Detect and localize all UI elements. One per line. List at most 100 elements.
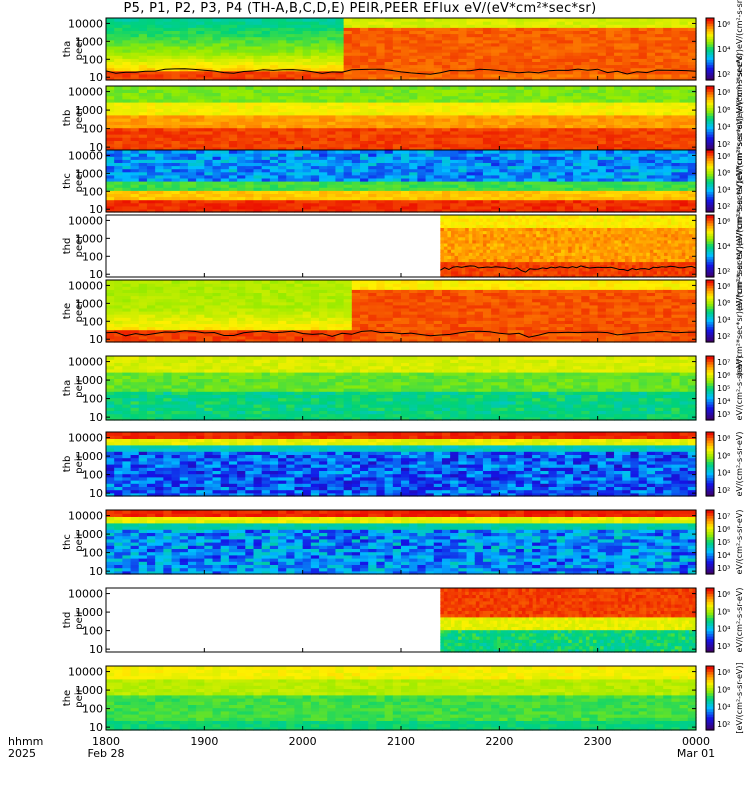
heatmap-cell <box>327 102 337 106</box>
heatmap-cell <box>220 92 230 97</box>
heatmap-cell <box>196 111 205 116</box>
heatmap-cell <box>302 108 312 113</box>
heatmap-cell <box>532 102 541 106</box>
heatmap-cell <box>622 105 632 109</box>
heatmap-cell <box>515 52 525 56</box>
heatmap-cell <box>155 64 164 69</box>
heatmap-cell <box>302 102 312 106</box>
heatmap-cell <box>482 18 492 22</box>
heatmap-cell <box>433 118 443 122</box>
heatmap-cell <box>253 36 263 41</box>
heatmap-cell <box>564 108 574 113</box>
heatmap-cell <box>286 24 296 28</box>
heatmap-cell <box>146 52 156 56</box>
heatmap-cell <box>425 52 435 56</box>
heatmap-cell <box>343 33 353 38</box>
heatmap-cell <box>286 124 296 129</box>
heatmap-cell <box>228 64 238 69</box>
heatmap-cell <box>663 55 673 59</box>
heatmap-cell <box>614 102 623 106</box>
heatmap-cell <box>532 127 541 132</box>
heatmap-cell <box>622 134 632 138</box>
heatmap-cell <box>548 121 558 125</box>
heatmap-cell <box>360 73 369 78</box>
heatmap-cell <box>130 137 140 141</box>
heatmap-cell <box>482 61 492 66</box>
heatmap-cell <box>597 130 607 135</box>
heatmap-cell <box>106 45 115 50</box>
heatmap-cell <box>622 33 632 38</box>
heatmap-cell <box>228 92 238 97</box>
heatmap-cell <box>548 61 558 66</box>
heatmap-cell <box>163 114 173 119</box>
heatmap-cell <box>384 124 394 129</box>
heatmap-cell <box>679 24 689 28</box>
heatmap-cell <box>458 76 468 81</box>
heatmap-cell <box>581 21 591 25</box>
heatmap-cell <box>245 49 255 53</box>
heatmap-cell <box>204 70 214 75</box>
heatmap-cell <box>196 70 205 75</box>
heatmap-cell <box>515 45 525 50</box>
heatmap-cell <box>556 64 566 69</box>
heatmap-cell <box>564 18 574 22</box>
heatmap-cell <box>581 58 591 62</box>
heatmap-cell <box>278 27 287 31</box>
heatmap-cell <box>368 143 378 148</box>
heatmap-cell <box>179 58 189 62</box>
heatmap-cell <box>360 64 369 69</box>
heatmap-cell <box>556 95 566 100</box>
heatmap-cell <box>589 58 599 62</box>
heatmap-cell <box>220 52 230 56</box>
heatmap-cell <box>564 114 574 119</box>
heatmap-cell <box>269 76 279 81</box>
heatmap-cell <box>646 150 656 154</box>
heatmap-cell <box>581 76 591 81</box>
heatmap-cell <box>589 42 599 47</box>
heatmap-cell <box>458 114 468 119</box>
heatmap-cell <box>253 146 263 151</box>
heatmap-cell <box>351 92 361 97</box>
heatmap-cell <box>310 102 320 106</box>
heatmap-cell <box>302 118 312 122</box>
heatmap-cell <box>392 55 402 59</box>
heatmap-cell <box>228 30 238 35</box>
heatmap-cell <box>638 39 648 44</box>
heatmap-cell <box>384 137 394 141</box>
heatmap-cell <box>351 150 361 154</box>
colorbar-segment <box>706 28 714 32</box>
heatmap-cell <box>441 118 451 122</box>
heatmap-cell <box>507 111 517 116</box>
heatmap-cell <box>466 18 476 22</box>
heatmap-cell <box>384 64 394 69</box>
heatmap-cell <box>106 86 115 90</box>
heatmap-cell <box>376 73 386 78</box>
heatmap-cell <box>237 55 246 59</box>
heatmap-cell <box>368 130 378 135</box>
heatmap-cell <box>597 58 607 62</box>
heatmap-cell <box>360 86 369 90</box>
heatmap-cell <box>310 95 320 100</box>
heatmap-cell <box>500 215 505 219</box>
colorbar-tick-label: 10⁴ <box>717 185 730 194</box>
heatmap-cell <box>261 64 271 69</box>
heatmap-cell <box>106 36 115 41</box>
heatmap-cell <box>671 150 681 154</box>
heatmap-cell <box>499 33 509 38</box>
heatmap-cell <box>466 150 476 154</box>
heatmap-cell <box>163 140 173 145</box>
heatmap-cell <box>573 55 582 59</box>
heatmap-cell <box>491 150 500 154</box>
heatmap-cell <box>351 21 361 25</box>
heatmap-cell <box>278 61 287 66</box>
heatmap-cell <box>401 67 410 72</box>
heatmap-cell <box>179 24 189 28</box>
heatmap-cell <box>138 24 148 28</box>
heatmap-cell <box>130 39 140 44</box>
heatmap-cell <box>155 108 164 113</box>
colorbar-segment <box>706 69 714 73</box>
heatmap-cell <box>417 30 427 35</box>
heatmap-cell <box>392 102 402 106</box>
heatmap-cell <box>581 137 591 141</box>
heatmap-cell <box>138 18 148 22</box>
